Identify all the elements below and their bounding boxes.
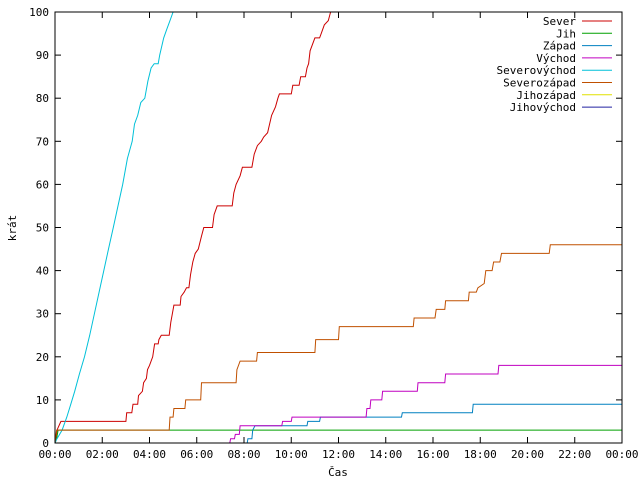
y-tick-label: 80 [36,92,49,105]
x-tick-label: 06:00 [180,448,213,461]
y-tick-label: 0 [42,437,49,450]
y-tick-label: 10 [36,394,49,407]
x-tick-label: 22:00 [558,448,591,461]
legend-label: Jih [556,27,576,40]
x-tick-label: 02:00 [86,448,119,461]
y-tick-label: 90 [36,49,49,62]
x-tick-label: 12:00 [322,448,355,461]
legend-label: Sever [543,15,576,28]
y-tick-label: 100 [29,6,49,19]
x-tick-label: 08:00 [227,448,260,461]
legend: SeverJihZápadVýchodSeverovýchodSeverozáp… [497,15,612,114]
x-tick-label: 20:00 [511,448,544,461]
legend-label: Jihozápad [516,89,576,102]
x-tick-label: 10:00 [275,448,308,461]
series-line-severozapad [54,244,622,444]
series-line-sever [54,11,332,444]
y-tick-label: 30 [36,308,49,321]
series-line-zapad [246,403,622,444]
legend-label: Jihovýchod [510,101,576,114]
y-tick-label: 60 [36,178,49,191]
x-tick-label: 16:00 [416,448,449,461]
legend-label: Západ [543,40,576,53]
ticks-layer: 0 10 20 30 40 50 60 70 80 90 100 00:00 02:00 04:00 06:… [29,6,638,461]
y-tick-label: 40 [36,265,49,278]
y-tick-label: 20 [36,351,49,364]
y-tick-label: 70 [36,135,49,148]
legend-label: Severovýchod [497,64,576,77]
series-line-severovychod [54,11,174,444]
legend-label: Severozápad [503,77,576,90]
series-layer [54,11,622,444]
y-axis-label: krát [6,215,19,242]
series-line-vychod [229,364,622,444]
x-tick-label: 00:00 [38,448,71,461]
x-tick-label: 14:00 [369,448,402,461]
x-tick-label: 18:00 [464,448,497,461]
legend-label: Východ [536,52,576,65]
x-tick-label: 00:00 [605,448,638,461]
x-tick-label: 04:00 [133,448,166,461]
y-tick-label: 50 [36,222,49,235]
x-axis-label: Čas [328,466,348,479]
